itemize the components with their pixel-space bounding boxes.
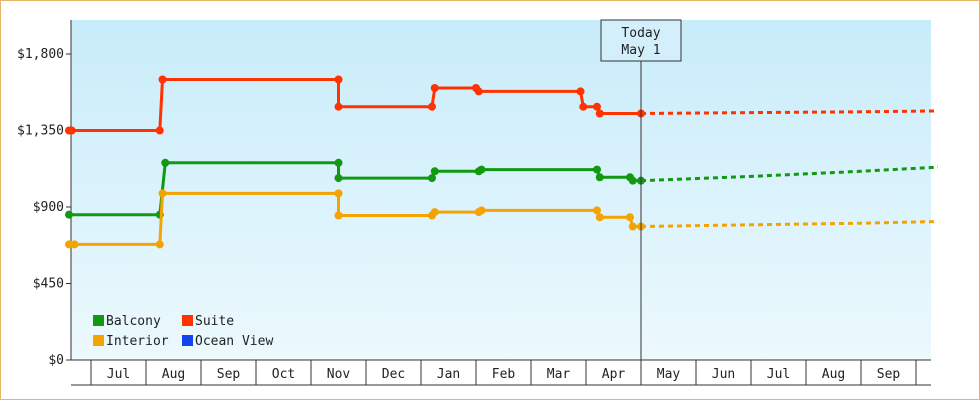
- legend-item: Ocean View: [182, 334, 273, 349]
- x-tick-label: Jul: [107, 367, 130, 382]
- data-point: [334, 102, 343, 111]
- x-tick-label: Nov: [327, 367, 351, 382]
- data-point: [477, 206, 486, 215]
- series-forecast-line: [640, 165, 939, 183]
- data-point: [474, 87, 483, 96]
- x-tick-label: Aug: [822, 367, 845, 382]
- data-point: [161, 158, 170, 167]
- legend-swatch: [93, 335, 104, 346]
- y-tick-label: $900: [33, 200, 64, 215]
- data-point: [428, 174, 436, 183]
- data-point: [65, 240, 73, 249]
- y-tick-label: $1,350: [17, 124, 64, 139]
- series-forecast-line: [640, 109, 939, 115]
- data-point: [628, 176, 637, 185]
- data-point: [334, 158, 343, 167]
- data-point: [595, 213, 604, 222]
- x-tick-label: Apr: [602, 367, 626, 382]
- data-point: [430, 208, 439, 217]
- data-point: [155, 240, 164, 249]
- data-point: [576, 87, 585, 96]
- legend-swatch: [182, 315, 193, 326]
- data-point: [626, 213, 634, 222]
- data-point: [70, 240, 79, 249]
- x-tick-label: Oct: [272, 367, 295, 382]
- data-point: [477, 165, 486, 174]
- data-point: [593, 206, 601, 215]
- x-tick-label: May: [657, 367, 681, 382]
- x-tick-label: Dec: [382, 367, 405, 382]
- today-box: [600, 19, 682, 62]
- data-point: [430, 84, 439, 92]
- legend-swatch: [93, 315, 104, 326]
- x-tick-label: Jul: [767, 367, 790, 382]
- legend-label: Balcony: [106, 314, 161, 329]
- data-point: [579, 102, 588, 111]
- series-balcony: [65, 158, 939, 219]
- today-label: Today: [621, 26, 660, 41]
- data-point: [155, 126, 164, 135]
- series-interior: [65, 189, 939, 249]
- data-point: [334, 75, 343, 84]
- data-point: [428, 102, 436, 111]
- data-point: [334, 211, 343, 220]
- data-point: [595, 109, 604, 118]
- legend-item: Suite: [182, 314, 234, 329]
- data-point: [65, 210, 73, 219]
- x-tick-label: Feb: [492, 367, 516, 382]
- series-forecast-line: [640, 220, 939, 228]
- data-point: [67, 126, 76, 135]
- x-tick-label: Jan: [437, 367, 460, 382]
- x-tick-label: Aug: [162, 367, 185, 382]
- data-point: [595, 173, 604, 182]
- data-point: [593, 165, 601, 174]
- legend-item: Balcony: [93, 314, 161, 329]
- series-history-line: [69, 161, 641, 217]
- data-point: [158, 189, 167, 198]
- data-point: [158, 75, 167, 84]
- legend-label: Ocean View: [195, 334, 273, 349]
- data-point: [430, 167, 439, 176]
- data-point: [334, 189, 343, 198]
- legend-label: Suite: [195, 314, 234, 329]
- y-tick-label: $0: [48, 353, 64, 368]
- data-point: [593, 102, 601, 111]
- plot-area: [71, 20, 931, 360]
- y-tick-label: $450: [33, 277, 64, 292]
- legend-label: Interior: [106, 334, 169, 349]
- legend-swatch: [182, 335, 193, 346]
- x-tick-label: Mar: [547, 367, 571, 382]
- data-point: [628, 222, 637, 231]
- x-tick-label: Sep: [217, 367, 241, 382]
- data-point: [334, 174, 343, 183]
- y-tick-label: $1,800: [17, 47, 64, 62]
- x-tick-label: Jun: [712, 367, 735, 382]
- legend-item: Interior: [93, 334, 169, 349]
- x-tick-label: Sep: [877, 367, 901, 382]
- series-suite: [65, 75, 939, 135]
- today-date: May 1: [621, 43, 660, 58]
